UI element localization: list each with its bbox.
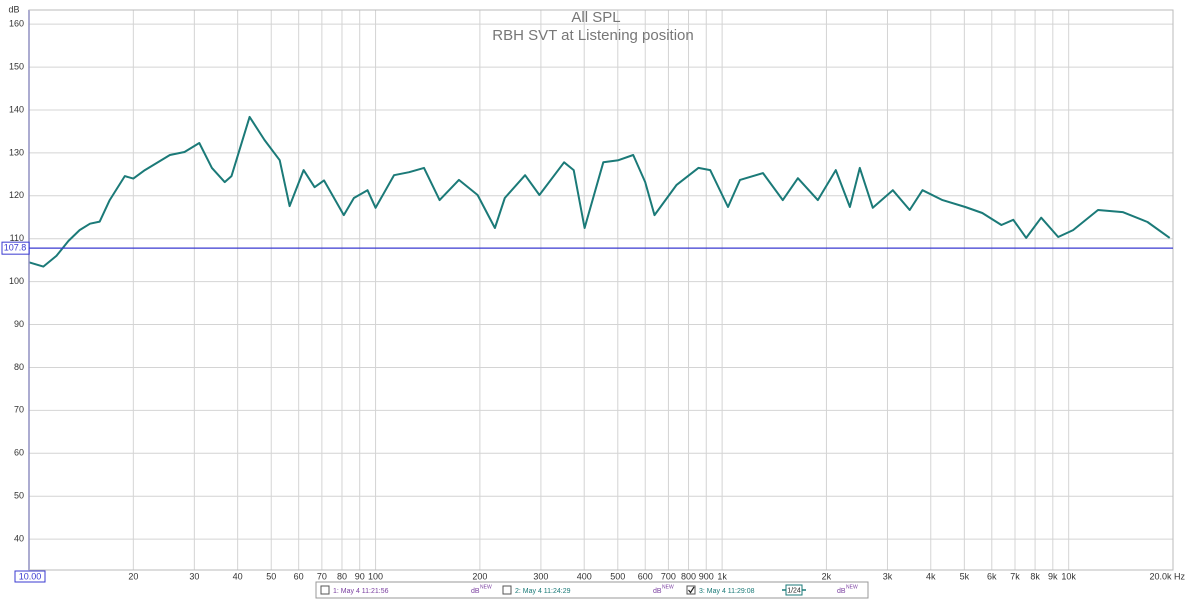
legend-unit-sup: NEW — [846, 584, 858, 590]
y-tick-label: 140 — [9, 104, 24, 114]
x-tick-label: 800 — [681, 571, 696, 581]
legend-label: 3: May 4 11:29:08 — [699, 588, 755, 595]
legend-checkbox — [686, 585, 696, 595]
y-tick-label: 90 — [14, 319, 24, 329]
x-tick-label: 400 — [577, 571, 592, 581]
y-tick-label: 160 — [9, 19, 24, 29]
x-cursor-label: 10.00 — [19, 571, 42, 581]
x-tick-label: 40 — [233, 571, 243, 581]
x-tick-label: 2k — [822, 571, 832, 581]
cursor-box — [1, 241, 30, 255]
x-tick-label: 6k — [987, 571, 997, 581]
y-tick-label: 70 — [14, 405, 24, 415]
x-tick-label: 7k — [1010, 571, 1020, 581]
legend-checkbox — [320, 585, 330, 595]
x-tick-label: 90 — [355, 571, 365, 581]
x-tick-label: 80 — [337, 571, 347, 581]
plot-frame — [28, 9, 1174, 571]
x-tick-label: 700 — [661, 571, 676, 581]
x-tick-label: 30 — [189, 571, 199, 581]
y-tick-label: 110 — [10, 233, 24, 243]
x-tick-label: 5k — [960, 571, 970, 581]
x-tick-label: 10k — [1061, 571, 1076, 581]
x-cursor-box — [14, 570, 46, 583]
legend-unit: dB — [653, 588, 662, 595]
y-tick-label: 150 — [9, 61, 24, 71]
x-tick-label: 200 — [472, 571, 487, 581]
y-tick-label: 60 — [14, 448, 24, 458]
x-tick-label: 600 — [638, 571, 653, 581]
legend-unit-sup: NEW — [662, 584, 674, 590]
legend-unit: dB — [837, 588, 846, 595]
legend-label: 2: May 4 11:24:29 — [515, 588, 571, 595]
x-tick-label: 60 — [294, 571, 304, 581]
legend-unit: dB — [471, 588, 480, 595]
x-tick-label: 20.0k Hz — [1149, 571, 1185, 581]
legend-label: 1: May 4 11:21:56 — [333, 588, 389, 595]
x-tick-label: 900 — [699, 571, 714, 581]
cursor-label: 107.8 — [4, 243, 27, 253]
chart-subtitle: RBH SVT at Listening position — [492, 27, 694, 44]
legend-checkbox — [502, 585, 512, 595]
x-tick-label: 20 — [128, 571, 138, 581]
smoothing-label: 1/24 — [787, 587, 801, 594]
legend-check — [688, 586, 695, 594]
y-tick-label: 80 — [14, 362, 24, 372]
smoothing-box — [785, 584, 803, 596]
x-tick-label: 8k — [1030, 571, 1040, 581]
x-tick-label: 1k — [717, 571, 727, 581]
y-tick-label: 40 — [14, 533, 24, 543]
y-axis-label: dB — [8, 4, 19, 14]
x-tick-label: 100 — [368, 571, 383, 581]
legend-unit-sup: NEW — [480, 584, 492, 590]
x-tick-label: 300 — [533, 571, 548, 581]
x-tick-label: 9k — [1048, 571, 1058, 581]
marks — [28, 115, 1171, 268]
x-tick-label: 50 — [266, 571, 276, 581]
series-line — [28, 115, 1171, 268]
chart-title: All SPL — [571, 9, 620, 26]
y-tick-label: 130 — [9, 147, 24, 157]
legend-box — [315, 581, 869, 599]
x-tick-label: 3k — [883, 571, 893, 581]
y-tick-label: 50 — [14, 491, 24, 501]
y-tick-label: 100 — [9, 276, 24, 286]
x-tick-label: 500 — [610, 571, 625, 581]
x-tick-label: 4k — [926, 571, 936, 581]
x-tick-label: 70 — [317, 571, 327, 581]
y-tick-label: 120 — [9, 190, 24, 200]
